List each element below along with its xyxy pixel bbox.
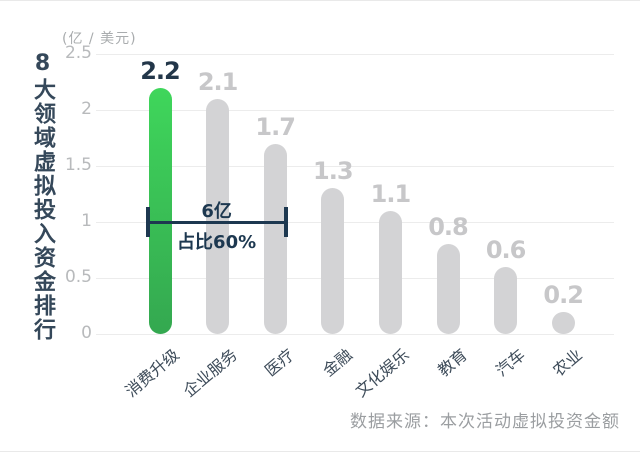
annotation-share-label: 占比60% <box>177 232 257 253</box>
value-label: 2.2 <box>140 56 181 85</box>
data-source-label: 数据来源：本次活动虚拟投资金额 <box>350 412 620 432</box>
y-tick-label: 2.5 <box>64 43 92 63</box>
category-label: 消费升级 <box>121 345 183 401</box>
bar-汽车 <box>494 266 518 334</box>
bar-农业 <box>551 311 575 334</box>
chart-title: 8大领域虚拟投入资金排行 <box>30 51 55 342</box>
gridline <box>96 166 614 167</box>
value-label: 1.1 <box>370 179 412 208</box>
annotation-bracket-line <box>145 221 288 224</box>
bar-消费升级 <box>148 87 172 334</box>
category-label: 金融 <box>318 345 356 381</box>
bar-金融 <box>321 188 345 334</box>
annotation-bracket-left-cap <box>145 207 150 237</box>
bar-医疗 <box>263 143 287 334</box>
y-tick-label: 2 <box>81 99 92 119</box>
value-label: 0.8 <box>428 213 469 242</box>
gridline <box>96 222 614 223</box>
value-label: 1.7 <box>255 112 296 141</box>
gridline <box>96 334 614 335</box>
category-label: 汽车 <box>491 345 529 381</box>
annotation-bracket-right-cap <box>283 207 288 237</box>
bar-教育 <box>436 244 460 334</box>
bar-企业服务 <box>206 98 230 334</box>
y-tick-label: 1 <box>81 211 92 231</box>
gridline <box>96 54 614 55</box>
gridline <box>96 278 614 279</box>
y-axis-unit-label: (亿 / 美元) <box>62 31 137 47</box>
bar-文化娱乐 <box>378 210 402 334</box>
category-label: 农业 <box>549 345 586 381</box>
category-label: 企业服务 <box>179 345 241 401</box>
gridline <box>96 110 614 111</box>
category-label: 医疗 <box>261 345 298 381</box>
value-label: 1.3 <box>313 157 354 186</box>
y-tick-label: 0.5 <box>64 267 92 287</box>
y-tick-label: 0 <box>81 323 92 343</box>
value-label: 0.6 <box>485 235 527 264</box>
value-label: 2.1 <box>197 67 239 96</box>
category-label: 文化娱乐 <box>351 345 414 401</box>
y-tick-label: 1.5 <box>64 155 92 175</box>
value-label: 0.2 <box>543 280 584 309</box>
annotation-total-label: 6亿 <box>201 201 232 222</box>
category-label: 教育 <box>434 345 471 381</box>
